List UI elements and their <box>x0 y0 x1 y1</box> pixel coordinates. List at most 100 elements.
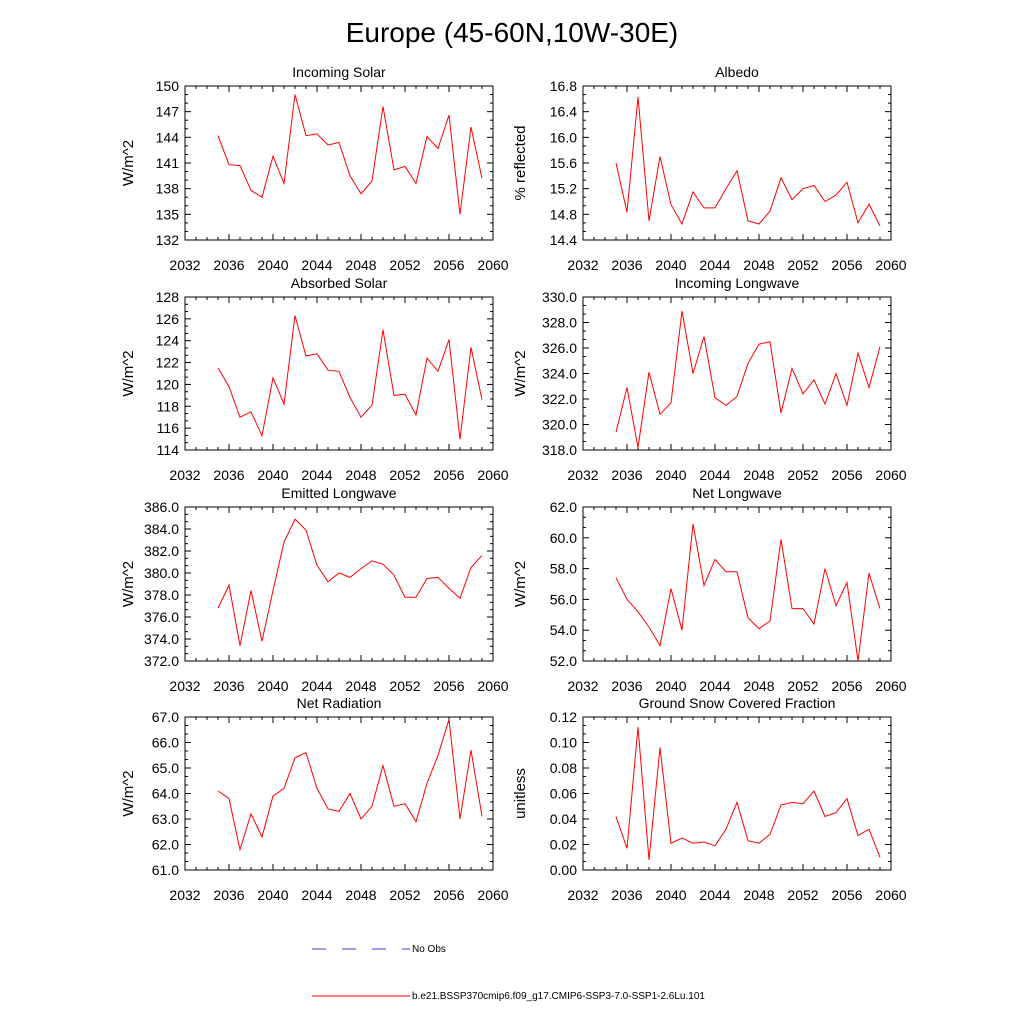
x-tick-label: 2032 <box>567 887 598 903</box>
y-tick-label: 67.0 <box>152 709 179 725</box>
y-tick-label: 118 <box>157 398 180 414</box>
y-tick-label: 16.8 <box>550 78 577 94</box>
y-tick-label: 15.2 <box>550 181 577 197</box>
y-tick-label: 0.02 <box>550 837 577 853</box>
x-tick-label: 2060 <box>477 257 508 273</box>
legend-label-no-obs: No Obs <box>412 944 446 955</box>
x-tick-label: 2048 <box>345 257 376 273</box>
y-tick-label: 380.0 <box>144 565 179 581</box>
y-tick-label: 14.4 <box>550 232 577 248</box>
x-tick-label: 2044 <box>301 678 332 694</box>
panel-title: Net Longwave <box>692 485 782 501</box>
y-tick-label: 56.0 <box>550 591 577 607</box>
x-tick-label: 2032 <box>567 467 598 483</box>
x-tick-label: 2052 <box>389 257 420 273</box>
y-tick-label: 58.0 <box>550 561 577 577</box>
x-tick-label: 2032 <box>169 467 200 483</box>
y-tick-label: 63.0 <box>152 811 179 827</box>
y-axis-label: W/m^2 <box>512 350 529 396</box>
x-tick-label: 2036 <box>213 257 244 273</box>
series-line <box>615 310 881 448</box>
x-tick-label: 2044 <box>301 887 332 903</box>
x-tick-label: 2040 <box>257 467 288 483</box>
x-tick-label: 2060 <box>875 467 906 483</box>
panel-title: Absorbed Solar <box>291 275 388 291</box>
y-tick-label: 372.0 <box>144 653 179 669</box>
x-tick-label: 2044 <box>699 257 730 273</box>
x-tick-label: 2040 <box>257 257 288 273</box>
x-tick-label: 2052 <box>787 887 818 903</box>
y-tick-label: 141 <box>156 155 180 171</box>
y-axis-label: W/m^2 <box>120 140 137 186</box>
panel-ground-snow-covered-fraction: Ground Snow Covered Fraction unitless 2032… <box>512 695 907 903</box>
y-tick-label: 65.0 <box>152 760 179 776</box>
series-line <box>615 523 881 662</box>
series-line <box>217 719 483 852</box>
y-tick-label: 324.0 <box>542 366 577 382</box>
y-tick-label: 330.0 <box>542 289 577 305</box>
y-tick-label: 138 <box>156 181 180 197</box>
plot-frame <box>184 506 494 662</box>
x-tick-label: 2032 <box>169 887 200 903</box>
y-tick-label: 384.0 <box>144 521 179 537</box>
x-tick-label: 2052 <box>787 467 818 483</box>
x-tick-label: 2056 <box>433 887 464 903</box>
x-tick-label: 2044 <box>699 467 730 483</box>
series-line <box>615 727 881 860</box>
y-tick-label: 114 <box>157 442 180 458</box>
y-tick-label: 326.0 <box>542 340 577 356</box>
y-tick-label: 147 <box>156 104 180 120</box>
x-tick-label: 2048 <box>743 678 774 694</box>
plot-frame <box>582 85 892 241</box>
x-tick-label: 2060 <box>875 887 906 903</box>
x-tick-label: 2052 <box>389 467 420 483</box>
y-tick-label: 376.0 <box>144 609 179 625</box>
y-tick-label: 0.06 <box>550 786 577 802</box>
y-tick-label: 14.8 <box>550 206 577 222</box>
y-tick-label: 120 <box>156 376 180 392</box>
x-tick-label: 2040 <box>655 887 686 903</box>
x-tick-label: 2060 <box>875 678 906 694</box>
legend: No Obs b.e21.BSSP370cmip6.f09_g17.CMIP6-… <box>312 944 705 1002</box>
y-tick-label: 16.0 <box>550 129 577 145</box>
y-tick-label: 135 <box>156 206 180 222</box>
y-tick-label: 0.12 <box>550 709 577 725</box>
y-axis-label: W/m^2 <box>512 561 529 607</box>
x-tick-label: 2056 <box>831 257 862 273</box>
y-tick-label: 150 <box>156 78 180 94</box>
x-tick-label: 2048 <box>743 887 774 903</box>
plot-frame <box>582 716 892 871</box>
y-tick-label: 62.0 <box>152 837 179 853</box>
x-tick-label: 2040 <box>655 467 686 483</box>
x-tick-label: 2060 <box>875 257 906 273</box>
x-tick-label: 2044 <box>301 257 332 273</box>
panel-title: Incoming Longwave <box>675 275 800 291</box>
y-tick-label: 128 <box>156 289 180 305</box>
y-axis-label: % reflected <box>512 125 529 200</box>
panels: Incoming Solar W/m^2 2032 2036 2040 2044 2048 2… <box>120 64 907 903</box>
x-tick-label: 2052 <box>787 257 818 273</box>
x-tick-label: 2044 <box>301 467 332 483</box>
y-tick-label: 66.0 <box>152 735 179 751</box>
y-tick-label: 124 <box>156 333 180 349</box>
panel-title: Emitted Longwave <box>281 485 396 501</box>
y-tick-label: 374.0 <box>144 631 179 647</box>
x-tick-label: 2032 <box>169 257 200 273</box>
y-tick-label: 0.08 <box>550 760 577 776</box>
x-tick-label: 2036 <box>611 678 642 694</box>
panel-title: Incoming Solar <box>292 64 386 80</box>
x-tick-label: 2048 <box>345 678 376 694</box>
x-tick-label: 2056 <box>831 678 862 694</box>
y-tick-label: 132 <box>156 232 180 248</box>
panel-absorbed-solar: Absorbed Solar W/m^2 2032 2036 2040 2044 2048 2… <box>120 275 509 483</box>
x-tick-label: 2044 <box>699 678 730 694</box>
plot-frame <box>184 296 494 451</box>
panel-emitted-longwave: Emitted Longwave W/m^2 2032 2036 2040 2044 204… <box>120 485 509 694</box>
y-tick-label: 52.0 <box>550 653 577 669</box>
x-tick-label: 2040 <box>257 887 288 903</box>
x-tick-label: 2052 <box>389 887 420 903</box>
y-axis-label: W/m^2 <box>120 561 137 607</box>
plot-frame <box>184 716 494 871</box>
x-tick-label: 2048 <box>743 467 774 483</box>
y-axis-label: unitless <box>512 768 529 819</box>
